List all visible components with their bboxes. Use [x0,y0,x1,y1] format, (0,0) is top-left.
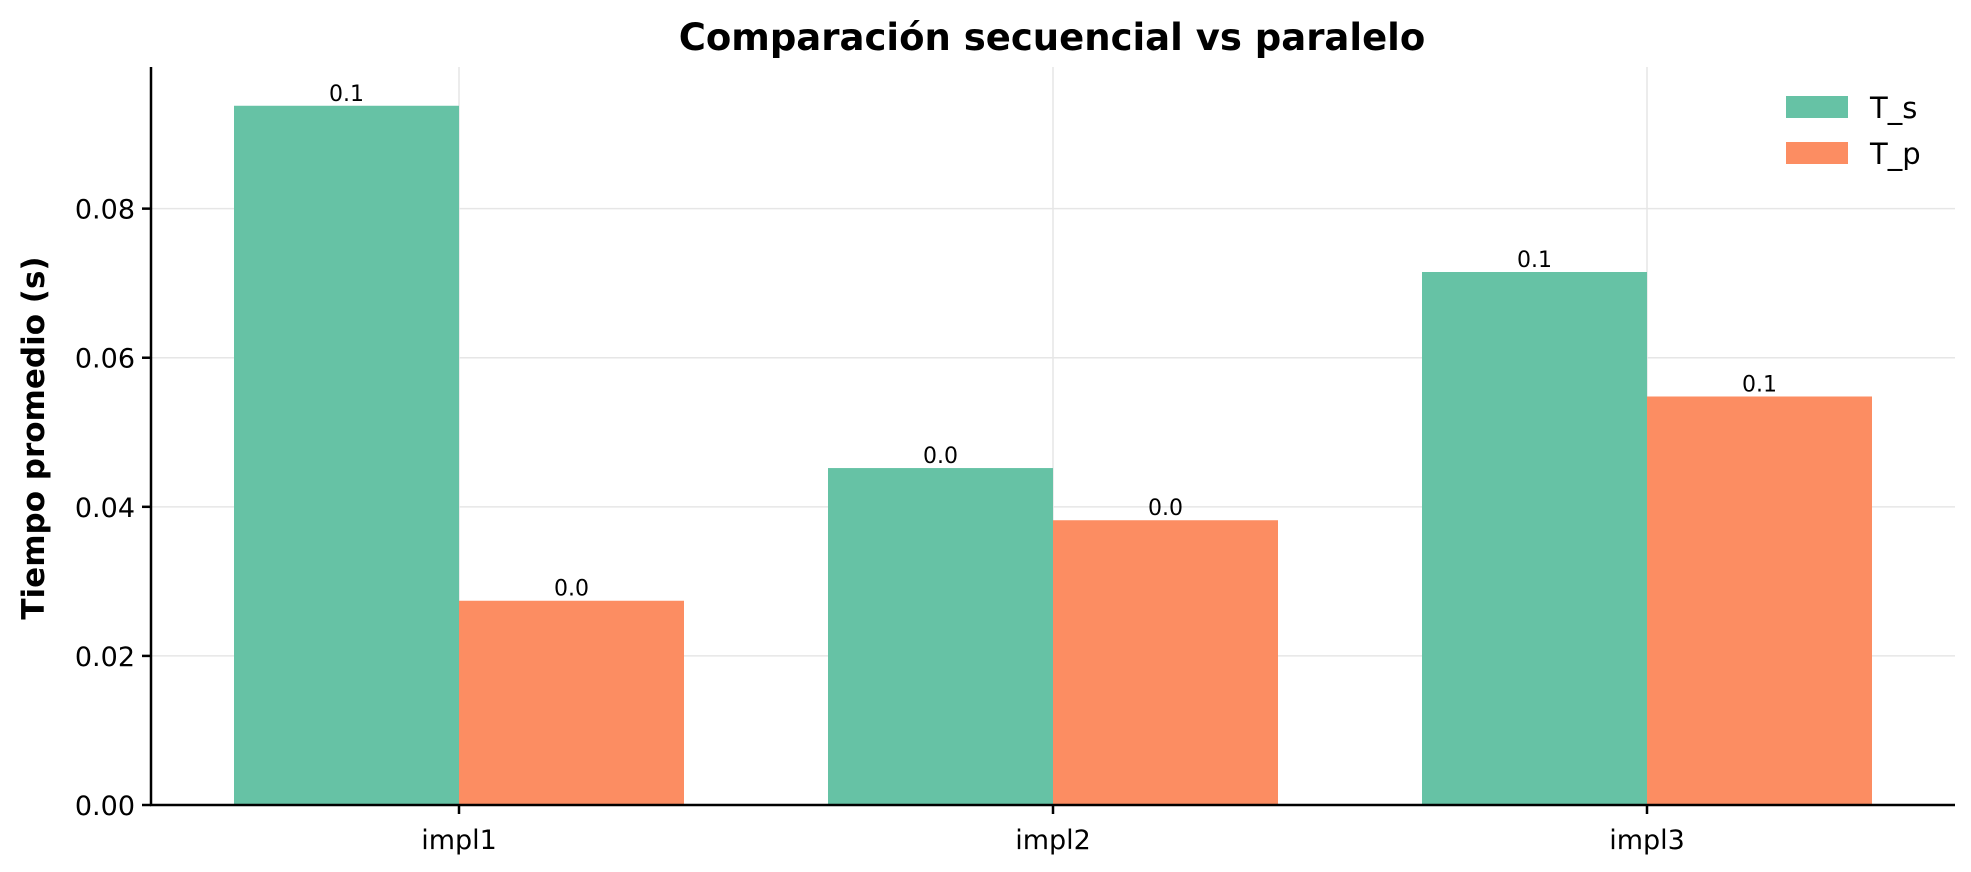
legend-label: T_p [1869,137,1921,171]
bar-value-label: 0.0 [1148,496,1183,521]
bar-value-label: 0.1 [1517,248,1552,273]
bar-value-label: 0.0 [923,444,958,469]
bar-T_s-impl1 [234,105,459,806]
legend-swatch [1786,142,1848,164]
bar-T_p-impl3 [1647,396,1872,805]
y-tick-label: 0.06 [75,344,135,375]
bar-T_p-impl2 [1053,520,1278,805]
legend-swatch [1786,96,1848,118]
bar-T_s-impl2 [828,468,1053,805]
bar-T_p-impl1 [459,600,684,805]
y-tick-label: 0.02 [75,642,135,673]
x-tick-label: impl1 [421,825,497,856]
axis-ticks: 0.00 0.02 0.04 0.06 0.08 impl1 impl2 impl3 [75,195,1685,856]
chart-title: Comparación secuencial vs paralelo [679,16,1426,59]
y-tick-label: 0.04 [75,493,135,524]
bars [234,105,1872,806]
y-axis-label: Tiempo promedio (s) [16,256,52,619]
bar-value-label: 0.1 [1742,372,1777,397]
y-tick-label: 0.00 [75,791,135,822]
bar-value-label: 0.0 [554,577,589,602]
x-tick-label: impl2 [1015,825,1091,856]
bar-labels: 0.1 0.0 0.1 0.0 0.0 0.1 [329,82,1777,602]
legend: T_s T_p [1786,91,1921,171]
legend-label: T_s [1869,91,1917,125]
bar-T_s-impl3 [1422,272,1647,805]
x-tick-label: impl3 [1609,825,1685,856]
y-tick-label: 0.08 [75,195,135,226]
bar-value-label: 0.1 [329,82,364,107]
